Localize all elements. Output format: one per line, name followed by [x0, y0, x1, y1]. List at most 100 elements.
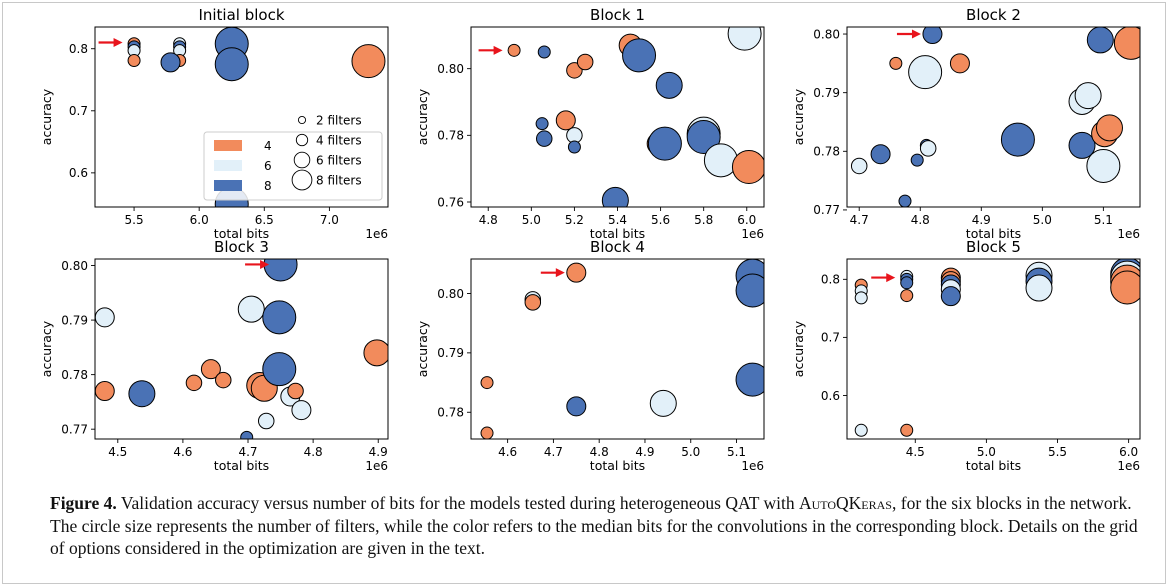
scatter-point — [536, 130, 553, 147]
x-tick-label: 4.9 — [635, 445, 654, 459]
scatter-points — [850, 27, 1140, 207]
y-tick-label: 0.8 — [69, 42, 88, 56]
x-tick-label: 6.0 — [190, 213, 209, 227]
caption-text-before: Validation accuracy versus number of bit… — [116, 493, 799, 513]
legend-size-label: 8 filters — [316, 173, 362, 187]
scatter-point — [480, 426, 494, 439]
x-tick-label: 4.7 — [544, 445, 563, 459]
scatter-point — [850, 157, 868, 175]
scatter-point — [854, 291, 868, 305]
scatter-point — [566, 262, 587, 283]
y-axis-label: accuracy — [791, 88, 806, 145]
y-tick-label: 0.79 — [437, 346, 464, 360]
caption-tool-name: AutoQKeras — [798, 493, 892, 513]
best-model-arrow-head — [555, 268, 565, 278]
y-tick-label: 0.78 — [437, 129, 464, 143]
panel-6: Block 5 4.5 5.0 5.5 6.0 0.6 0.7 0.8 total bits 1e… — [791, 238, 1141, 473]
y-tick-label: 0.79 — [61, 313, 88, 327]
x-tick-label: 4.8 — [479, 213, 498, 227]
x-offset-label: 1e6 — [1117, 459, 1140, 473]
scatter-point — [257, 412, 275, 430]
scatter-point — [1074, 82, 1102, 110]
scatter-point — [1095, 114, 1123, 142]
figure-caption: Figure 4. Validation accuracy versus num… — [50, 492, 1140, 560]
legend-color-label: 4 — [264, 139, 272, 153]
scatter-point — [214, 47, 249, 82]
scatter-point — [480, 376, 494, 390]
caption-text-after: , for the six blocks in the network. The… — [50, 493, 1138, 558]
panel-5: Block 4 4.6 4.7 4.8 4.9 5.0 5.1 0.78 0.79 0.80 tot… — [415, 238, 765, 473]
scatter-point — [735, 273, 764, 308]
scatter-point — [200, 359, 221, 380]
x-tick-label: 5.1 — [1094, 213, 1113, 227]
y-axis-label: accuracy — [39, 320, 54, 377]
x-offset-label: 1e6 — [741, 459, 764, 473]
x-tick-label: 5.1 — [727, 445, 746, 459]
y-tick-label: 0.80 — [437, 287, 464, 301]
y-tick-label: 0.79 — [813, 86, 840, 100]
scatter-point — [537, 45, 551, 59]
x-axis-label: total bits — [214, 226, 269, 241]
scatter-point — [908, 55, 943, 90]
scatter-point — [237, 295, 265, 323]
legend-color-swatch — [214, 180, 242, 191]
legend-color-label: 8 — [264, 179, 272, 193]
scatter-point — [160, 52, 181, 73]
panel-title: Block 3 — [214, 238, 269, 256]
scatter-point — [1000, 122, 1035, 157]
axes-frame — [470, 26, 765, 208]
x-tick-label: 4.5 — [108, 445, 127, 459]
x-tick-label: 5.5 — [125, 213, 144, 227]
scatter-point — [940, 286, 961, 307]
scatter-points — [480, 259, 764, 439]
axes-frame — [846, 258, 1141, 440]
x-tick-label: 4.8 — [304, 445, 323, 459]
x-tick-label: 5.8 — [694, 213, 713, 227]
y-tick-label: 0.6 — [821, 389, 840, 403]
x-tick-label: 5.6 — [651, 213, 670, 227]
scatter-point — [1068, 131, 1096, 159]
scatter-point — [95, 307, 115, 328]
scatter-point — [655, 71, 683, 99]
panel-title: Block 4 — [590, 238, 645, 256]
best-model-arrow-head — [493, 45, 503, 55]
x-tick-label: 4.6 — [173, 445, 192, 459]
scatter-point — [1086, 27, 1114, 54]
y-tick-label: 0.8 — [821, 273, 840, 287]
scatter-point — [854, 423, 868, 437]
panel-title: Block 1 — [590, 6, 645, 24]
legend-size-label: 2 filters — [316, 113, 362, 127]
scatter-point — [919, 140, 937, 157]
scatter-point — [215, 371, 232, 389]
axes-frame — [846, 26, 1141, 208]
x-tick-label: 4.5 — [906, 445, 925, 459]
scatter-point — [686, 120, 721, 154]
legend: 4 6 8 2 filters 4 filters 6 filters 8 filters — [203, 113, 383, 201]
scatter-points — [95, 259, 388, 439]
scatter-point — [507, 43, 521, 57]
best-model-arrow-head — [886, 273, 896, 283]
scatter-point — [127, 54, 141, 68]
y-tick-label: 0.78 — [61, 368, 88, 382]
legend-size-label: 4 filters — [316, 133, 362, 147]
legend-color-swatch — [214, 160, 242, 171]
legend-size-marker — [293, 151, 311, 169]
axes-frame — [94, 26, 389, 208]
x-tick-label: 4.6 — [498, 445, 517, 459]
x-tick-label: 5.5 — [1048, 445, 1067, 459]
x-offset-label: 1e6 — [741, 227, 764, 241]
best-model-arrow-head — [911, 29, 921, 39]
y-tick-label: 0.80 — [813, 27, 840, 41]
scatter-points — [854, 259, 1140, 437]
y-tick-label: 0.78 — [813, 145, 840, 159]
x-offset-label: 1e6 — [365, 227, 388, 241]
y-axis-label: accuracy — [415, 320, 430, 377]
y-tick-label: 0.7 — [69, 104, 88, 118]
x-axis-label: total bits — [590, 226, 645, 241]
x-tick-label: 6.0 — [1119, 445, 1138, 459]
scatter-point — [351, 44, 386, 79]
scatter-point — [910, 153, 924, 167]
scatter-point — [1025, 274, 1053, 302]
scatter-point — [727, 27, 762, 51]
scatter-point — [576, 53, 594, 71]
